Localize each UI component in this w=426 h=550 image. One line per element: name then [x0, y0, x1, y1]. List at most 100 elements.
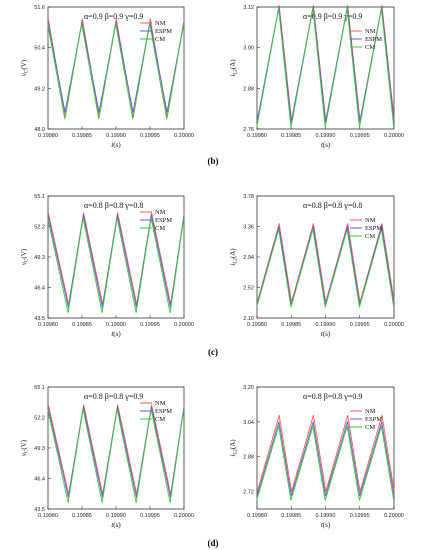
x-tick-label: 0.19995 — [140, 133, 160, 139]
x-tick-label: 0.19985 — [72, 513, 92, 519]
series-line-cm — [47, 408, 185, 504]
y-tick-label: 43.5 — [34, 507, 45, 513]
legend-label-espm: ESPM — [365, 36, 382, 43]
y-tick-label: 55.1 — [34, 194, 45, 200]
series-line-nm — [256, 414, 395, 493]
x-tick-label: 0.20000 — [384, 322, 404, 328]
y-tick-label: 2.72 — [243, 490, 254, 496]
legend-label-espm: ESPM — [365, 225, 382, 232]
panel-label-c: (c) — [208, 347, 218, 357]
legend-label-cm: CM — [155, 36, 165, 43]
x-axis-label: t(s) — [111, 330, 121, 338]
chart-4: 0.19980 0.19985 0.19990 0.19995 0.20000 2.10 2… — [229, 194, 404, 338]
series-line-espm — [47, 21, 185, 113]
y-tick-label: 46.4 — [34, 477, 45, 483]
x-tick-label: 0.19990 — [316, 322, 336, 328]
series-line-nm — [256, 223, 395, 303]
chart-6: 0.19980 0.19985 0.19990 0.19995 0.20000 2.72 2… — [229, 385, 404, 529]
plot-frame — [256, 6, 395, 130]
parameter-label: α=0.9 β=0.9 γ=0.9 — [84, 12, 143, 21]
legend-label-nm: NM — [365, 408, 376, 415]
panel-label-d: (d) — [208, 538, 219, 548]
x-axis-label: t(s) — [321, 141, 331, 149]
y-axis-label: iL2(A) — [229, 248, 239, 266]
y-axis-label: iL2(A) — [229, 59, 239, 77]
series-line-cm — [256, 8, 395, 128]
x-tick-label: 0.20000 — [174, 513, 194, 519]
x-tick-label: 0.19985 — [72, 322, 92, 328]
y-tick-label: 2.88 — [243, 455, 254, 461]
y-tick-label: 2.76 — [243, 127, 254, 133]
chart-5: 0.19980 0.19985 0.19990 0.19995 0.20000 43.5 4… — [20, 385, 194, 529]
panel-label-b: (b) — [208, 156, 219, 166]
y-tick-label: 2.88 — [243, 86, 254, 92]
x-tick-label: 0.19995 — [140, 513, 160, 519]
legend-label-nm: NM — [365, 217, 376, 224]
y-tick-label: 43.5 — [34, 316, 45, 322]
legend-label-cm: CM — [365, 424, 375, 431]
legend-label-espm: ESPM — [155, 28, 172, 35]
series-line-cm — [47, 217, 185, 314]
x-axis-label: t(s) — [321, 330, 331, 338]
x-tick-label: 0.19985 — [72, 133, 92, 139]
x-tick-label: 0.19990 — [316, 133, 336, 139]
x-tick-label: 0.19995 — [350, 513, 370, 519]
x-tick-label: 0.20000 — [384, 133, 404, 139]
x-tick-label: 0.19990 — [106, 513, 126, 519]
legend-label-cm: CM — [365, 44, 375, 51]
series-line-cm — [47, 23, 185, 120]
parameter-label: α=0.8 β=0.8 γ=0.8 — [303, 201, 362, 210]
y-tick-label: 49.3 — [34, 255, 45, 261]
series-line-nm — [256, 4, 395, 121]
y-axis-label: vC(V) — [20, 248, 30, 265]
series-line-espm — [256, 6, 395, 123]
y-axis-label: vC(V) — [20, 59, 30, 76]
y-tick-label: 2.94 — [243, 255, 254, 261]
y-tick-label: 3.20 — [243, 385, 254, 391]
legend-label-nm: NM — [155, 209, 166, 216]
parameter-label: α=0.8 β=0.8 γ=0.9 — [303, 392, 362, 401]
x-tick-label: 0.19990 — [106, 322, 126, 328]
legend-label-espm: ESPM — [155, 408, 172, 415]
x-axis-label: t(s) — [111, 141, 121, 149]
legend-label-cm: CM — [365, 233, 375, 240]
x-tick-label: 0.19990 — [316, 513, 336, 519]
x-tick-label: 0.19980 — [247, 322, 267, 328]
y-tick-label: 49.3 — [34, 446, 45, 452]
y-tick-label: 50.4 — [34, 46, 45, 52]
y-tick-label: 55.1 — [34, 385, 45, 391]
x-tick-label: 0.19990 — [106, 133, 126, 139]
x-tick-label: 0.20000 — [384, 513, 404, 519]
series-line-espm — [256, 421, 395, 497]
x-axis-label: t(s) — [111, 521, 121, 529]
y-axis-label: iL2(A) — [229, 439, 239, 457]
y-tick-label: 2.10 — [243, 316, 254, 322]
x-tick-label: 0.19985 — [281, 513, 301, 519]
parameter-label: α=0.8 β=0.8 γ=0.9 — [84, 392, 143, 401]
chart-3: 0.19980 0.19985 0.19990 0.19995 0.20000 43.5 4… — [20, 194, 194, 338]
x-tick-label: 0.19980 — [38, 513, 58, 519]
x-tick-label: 0.19985 — [281, 322, 301, 328]
y-tick-label: 52.2 — [34, 416, 45, 422]
x-tick-label: 0.19995 — [140, 322, 160, 328]
y-tick-label: 3.78 — [243, 194, 254, 200]
x-tick-label: 0.19980 — [38, 133, 58, 139]
chart-2: 0.19980 0.19985 0.19990 0.19995 0.20000 2.76 2… — [229, 4, 404, 149]
chart-1: 0.19980 0.19985 0.19990 0.19995 0.20000 48.0 4… — [20, 5, 194, 149]
y-axis-label: vC(V) — [20, 439, 30, 456]
x-tick-label: 0.19995 — [350, 133, 370, 139]
parameter-label: α=0.8 β=0.8 γ=0.8 — [84, 201, 143, 210]
legend-label-espm: ESPM — [155, 217, 172, 224]
legend-label-cm: CM — [155, 416, 165, 423]
x-axis-label: t(s) — [321, 521, 331, 529]
y-tick-label: 2.52 — [243, 286, 254, 292]
x-tick-label: 0.19980 — [247, 513, 267, 519]
y-tick-label: 51.6 — [34, 5, 45, 11]
x-tick-label: 0.19985 — [281, 133, 301, 139]
y-tick-label: 3.12 — [243, 5, 254, 11]
x-tick-label: 0.19980 — [38, 322, 58, 328]
legend-label-cm: CM — [155, 225, 165, 232]
y-tick-label: 49.2 — [34, 86, 45, 92]
legend-label-espm: ESPM — [365, 416, 382, 423]
